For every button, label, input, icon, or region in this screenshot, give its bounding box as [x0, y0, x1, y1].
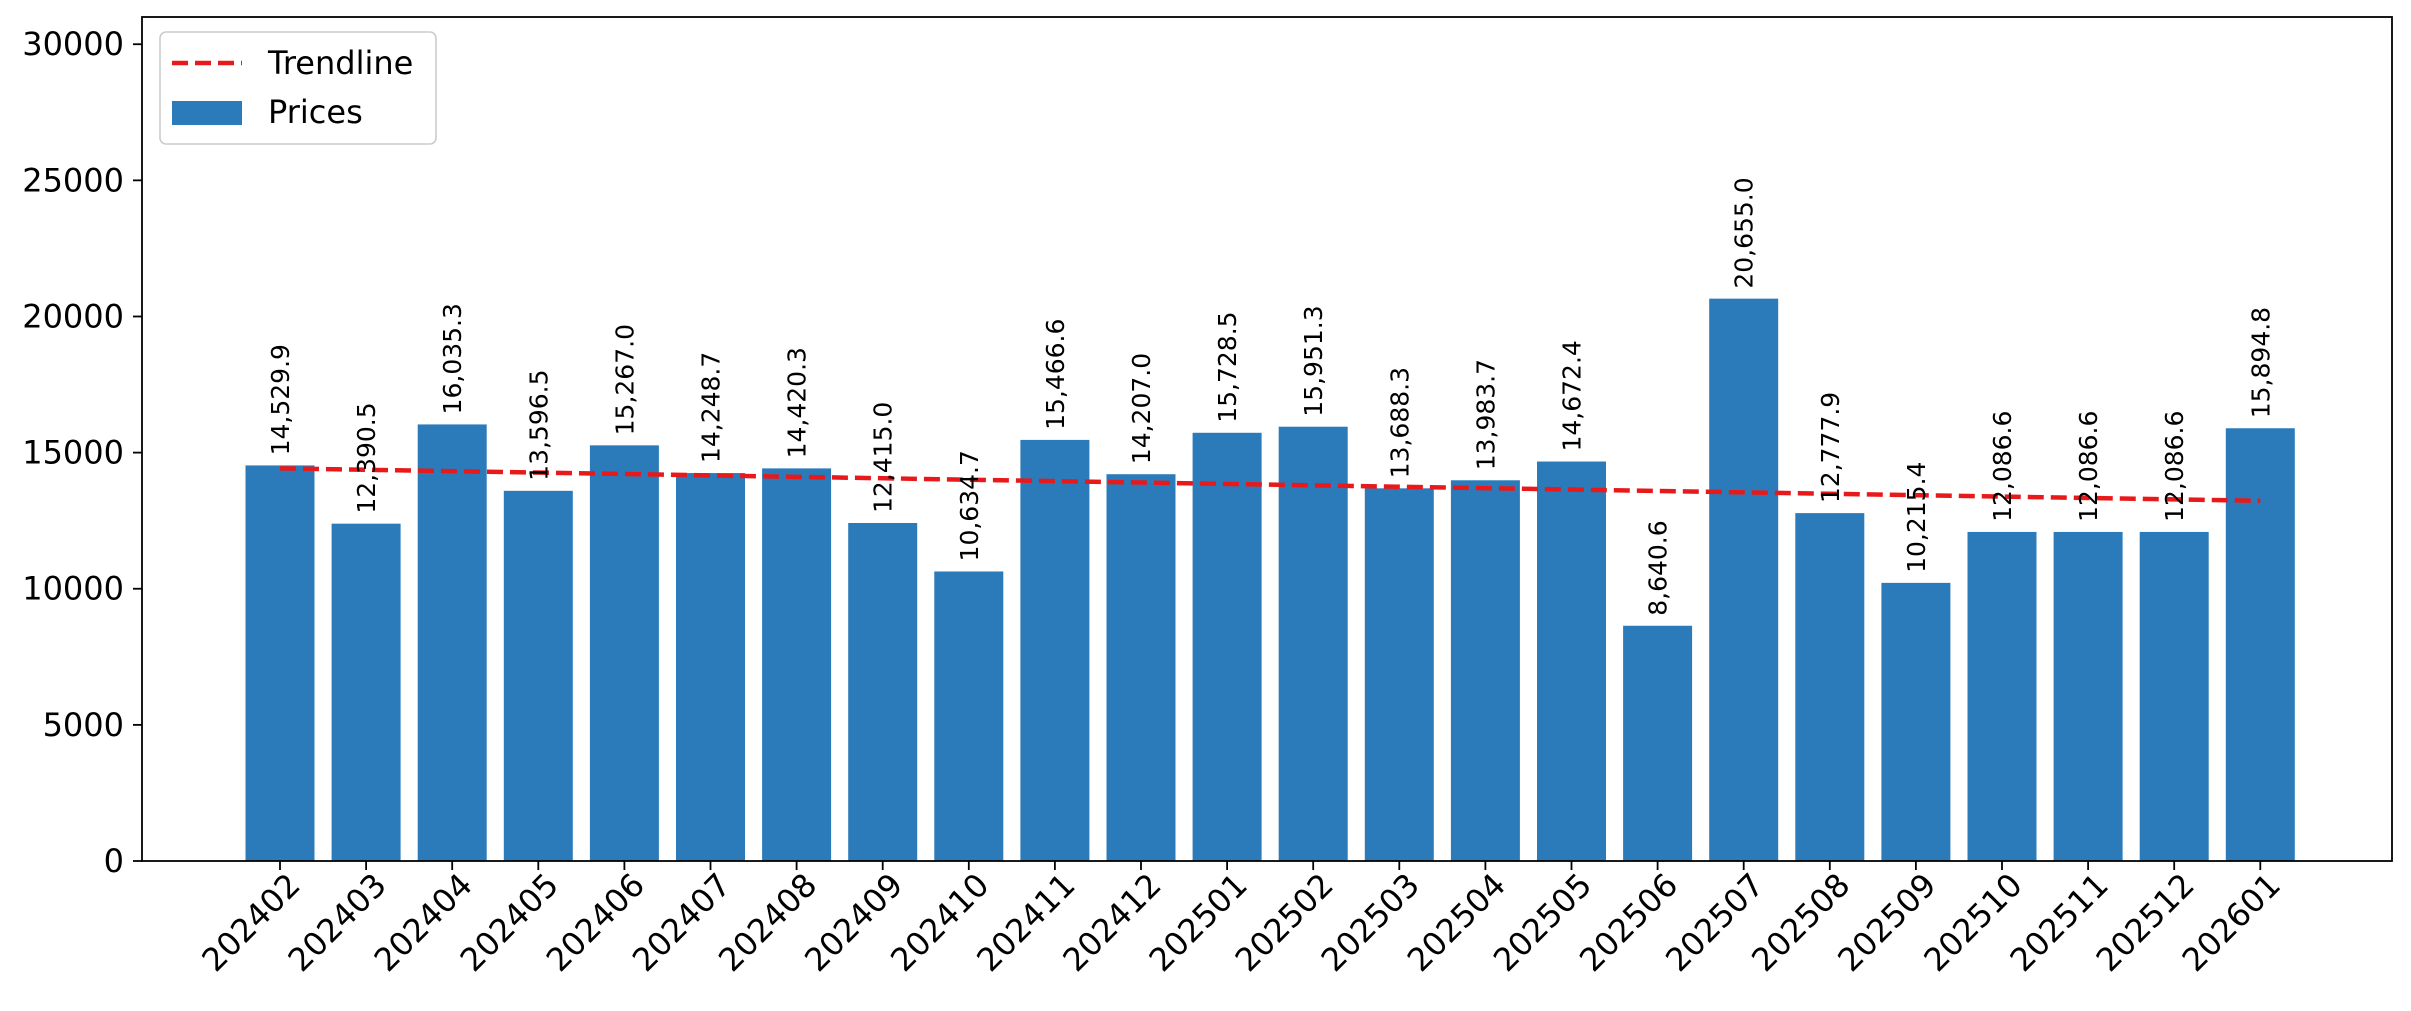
- y-tick-label: 10000: [22, 570, 124, 608]
- plot-frame: [141, 16, 2393, 862]
- labels-layer: 14,529.9 12,390.5 16,035.3 13,596.5 15,267.0…: [266, 177, 2275, 615]
- bar-value-label: 12,086.6: [1988, 411, 2017, 522]
- bar-value-label: 13,688.3: [1385, 367, 1414, 478]
- bar-202404: [417, 424, 487, 861]
- bar-value-label: 12,390.5: [352, 402, 381, 513]
- y-tick-label: 20000: [22, 297, 124, 335]
- bar-202601: [2225, 428, 2295, 861]
- bar-202505: [1537, 461, 1606, 861]
- bar-202506: [1623, 625, 1693, 861]
- bar-value-label: 12,086.6: [2074, 411, 2103, 522]
- bar-value-label: 13,983.7: [1471, 359, 1500, 470]
- bar-value-label: 13,596.5: [524, 369, 553, 480]
- bars-layer: [245, 298, 2295, 861]
- bar-value-label: 12,415.0: [869, 402, 898, 513]
- y-tick-label: 30000: [22, 25, 124, 63]
- bar-202504: [1450, 480, 1520, 861]
- bar-value-label: 15,466.6: [1041, 319, 1070, 430]
- bar-202402: [245, 465, 315, 861]
- bar-value-label: 15,894.8: [2246, 307, 2275, 418]
- bar-value-label: 10,634.7: [955, 450, 984, 561]
- bar-value-label: 15,951.3: [1299, 305, 1328, 416]
- bar-value-label: 14,672.4: [1558, 340, 1587, 451]
- bar-202410: [934, 571, 1004, 861]
- bar-value-label: 10,215.4: [1902, 462, 1931, 573]
- bar-202411: [1020, 439, 1090, 861]
- legend-prices-label: Prices: [268, 93, 363, 131]
- bar-202511: [2053, 531, 2123, 861]
- bar-value-label: 15,728.5: [1213, 311, 1242, 422]
- bar-202407: [676, 473, 745, 861]
- bar-value-label: 14,529.9: [266, 344, 295, 455]
- y-tick-label: 25000: [22, 161, 124, 199]
- bar-202412: [1106, 474, 1176, 861]
- bar-value-label: 12,777.9: [1816, 392, 1845, 503]
- bar-value-label: 15,267.0: [610, 324, 639, 435]
- y-tick-label: 15000: [22, 434, 124, 472]
- legend-trendline-label: Trendline: [267, 44, 413, 82]
- legend: Trendline Prices: [159, 31, 437, 145]
- bar-202512: [2139, 531, 2209, 861]
- bar-202501: [1192, 432, 1262, 861]
- bar-202503: [1364, 488, 1434, 861]
- bar-value-label: 14,248.7: [697, 352, 726, 463]
- bar-202403: [331, 523, 401, 861]
- trendline: [279, 466, 2261, 504]
- bar-value-label: 12,086.6: [2160, 411, 2189, 522]
- bar-202510: [1967, 531, 2037, 861]
- y-tick-label: 0: [104, 842, 124, 880]
- y-axis: 0 5000 10000 15000 20000 25000 30000: [22, 25, 142, 880]
- bar-202508: [1795, 513, 1865, 861]
- bar-202406: [589, 445, 659, 861]
- bar-202405: [503, 490, 573, 861]
- trend-layer: [279, 466, 2261, 504]
- bar-202409: [848, 522, 918, 861]
- bar-value-label: 16,035.3: [438, 303, 467, 414]
- legend-prices-swatch: [172, 101, 242, 125]
- bar-value-label: 8,640.6: [1644, 520, 1673, 615]
- bar-value-label: 14,420.3: [783, 347, 812, 458]
- bar-value-label: 20,655.0: [1730, 177, 1759, 288]
- y-tick-label: 5000: [43, 706, 124, 744]
- bar-202509: [1881, 582, 1951, 861]
- bar-202502: [1278, 426, 1348, 861]
- bar-value-label: 14,207.0: [1127, 353, 1156, 464]
- bar-202408: [762, 468, 832, 861]
- bar-202507: [1709, 298, 1779, 861]
